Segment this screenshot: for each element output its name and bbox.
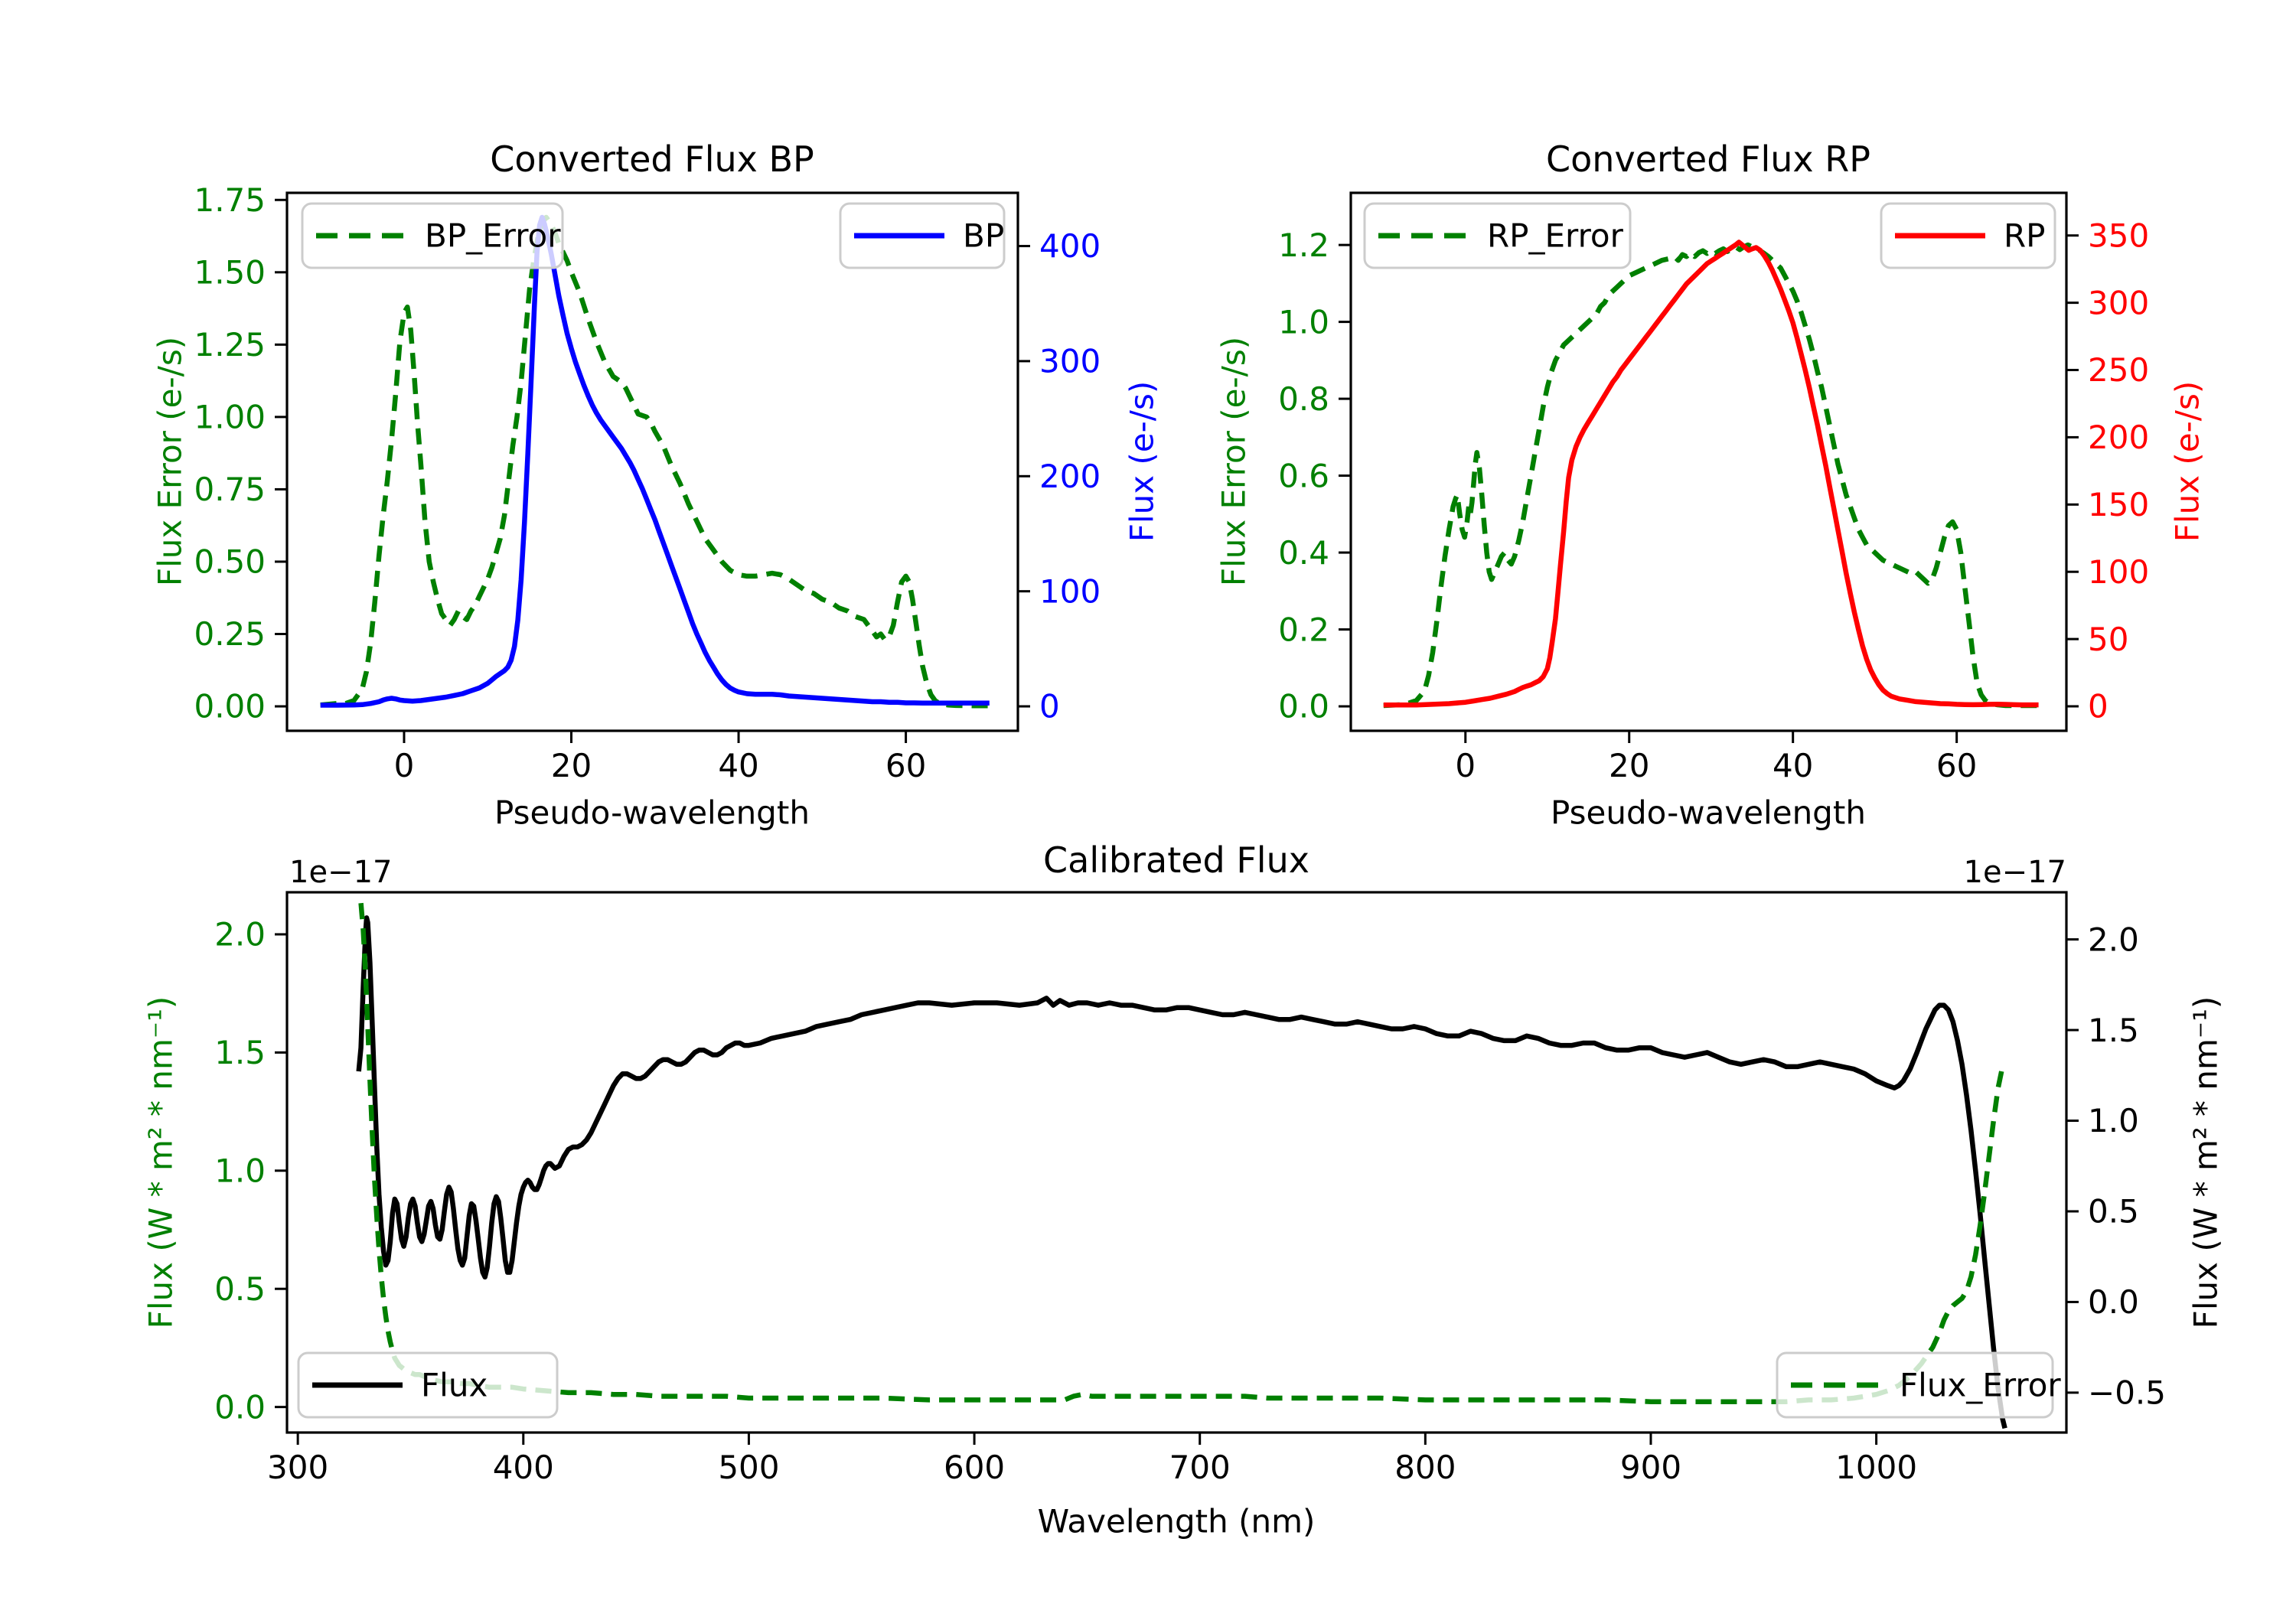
ylabel-calibrated-left: Flux (W * m² * nm⁻¹)	[142, 996, 180, 1329]
title-converted-flux-rp: Converted Flux RP	[1546, 139, 1870, 180]
bp-plot: 0 20 40 60 0.00 0.25 0.50 0.75 1.00 1.25 1.50 1.75 0…	[194, 181, 1101, 784]
y-left-tick-label: 1.2	[1278, 227, 1329, 264]
y-left-tick-label: 0.25	[194, 615, 266, 653]
xlabel-calibrated: Wavelength (nm)	[1037, 1502, 1316, 1540]
title-calibrated-flux: Calibrated Flux	[1043, 839, 1309, 881]
x-tick-label: 20	[1609, 747, 1649, 784]
title-converted-flux-bp: Converted Flux BP	[490, 139, 814, 180]
x-tick-label: 0	[394, 747, 415, 784]
y-right-tick-label: 100	[1039, 572, 1101, 610]
x-tick-label: 300	[267, 1449, 328, 1486]
y-right-tick-label: 300	[1039, 343, 1101, 380]
y-left-tick-label: 0.0	[1278, 688, 1329, 725]
y-left-tick-label: 1.5	[214, 1034, 266, 1071]
x-tick-label: 60	[1936, 747, 1977, 784]
y-left-tick-label: 0.4	[1278, 534, 1329, 572]
legend-label: BP	[963, 217, 1004, 255]
legend-box	[301, 202, 564, 269]
x-tick-label: 600	[944, 1449, 1005, 1486]
legend-label: RP_Error	[1487, 217, 1624, 255]
axes-frame	[285, 891, 2068, 1434]
flux-error-curve	[358, 902, 2005, 1404]
x-tick-label: 20	[551, 747, 592, 784]
y-left-tick-label: 0.50	[194, 543, 266, 581]
x-tick-label: 800	[1394, 1449, 1456, 1486]
x-tick-label: 1000	[1835, 1449, 1917, 1486]
y-right-tick-label: 2.0	[2088, 921, 2139, 958]
y-right-tick-label: 350	[2088, 217, 2149, 254]
ylabel-bp-right: Flux (e-/s)	[1123, 380, 1161, 543]
y-left-tick-label: 1.00	[194, 399, 266, 436]
y-left-tick-label: 1.50	[194, 254, 266, 292]
bp-curve	[320, 214, 990, 708]
y-left-tick-label: 1.25	[194, 326, 266, 363]
xlabel-rp: Pseudo-wavelength	[1551, 794, 1866, 832]
legend-label: RP	[2004, 217, 2046, 255]
rp-plot: 0 20 40 60 0.0 0.2 0.4 0.6 0.8 1.0 1.2 0 50 100 150 200…	[1278, 191, 2149, 784]
bp-error-curve	[320, 214, 990, 709]
y-right-tick-label: 200	[1039, 458, 1101, 495]
legend-label: Flux	[421, 1367, 488, 1404]
y-right-tick-label: −0.5	[2088, 1374, 2166, 1412]
y-left-tick-label: 1.0	[214, 1152, 266, 1190]
y-right-tick-label: 50	[2088, 621, 2128, 658]
x-tick-label: 60	[885, 747, 926, 784]
y-left-tick-label: 0.0	[214, 1388, 266, 1426]
flux-curve	[356, 915, 2007, 1429]
y-right-tick-label: 0	[2088, 688, 2108, 725]
y-right-tick-label: 400	[1039, 227, 1101, 265]
y-left-tick-label: 0.8	[1278, 380, 1329, 418]
axes-frame	[1349, 191, 2068, 732]
legend-label: Flux_Error	[1900, 1367, 2061, 1404]
y-right-tick-label: 1.5	[2088, 1012, 2139, 1049]
y-right-tick-label: 100	[2088, 553, 2149, 591]
y-left-tick-label: 0.00	[194, 688, 266, 725]
x-tick-label: 40	[718, 747, 758, 784]
y-left-tick-label: 1.0	[1278, 303, 1329, 341]
y-right-tick-label: 0	[1039, 688, 1060, 725]
x-tick-label: 700	[1169, 1449, 1231, 1486]
ylabel-rp-left: Flux Error (e-/s)	[1215, 336, 1253, 587]
y-left-tick-label: 0.2	[1278, 611, 1329, 648]
x-tick-label: 500	[718, 1449, 779, 1486]
y-right-tick-label: 300	[2088, 284, 2149, 321]
y-left-tick-label: 1.75	[194, 181, 266, 219]
y-right-tick-label: 200	[2088, 419, 2149, 456]
y-right-tick-label: 0.5	[2088, 1193, 2139, 1231]
legend-box	[297, 1351, 559, 1419]
legend-box	[1776, 1351, 2054, 1419]
x-tick-label: 400	[493, 1449, 554, 1486]
y-right-tick-label: 250	[2088, 351, 2149, 389]
calibrated-plot: 300 400 500 600 700 800 900 1000 0.0 0.5 1.0 1.5 2.0…	[214, 891, 2166, 1486]
y-right-tick-label: 150	[2088, 486, 2149, 523]
y-right-tick-label: 0.0	[2088, 1283, 2139, 1321]
offset-text-right: 1e−17	[1963, 855, 2066, 890]
x-tick-label: 0	[1455, 747, 1476, 784]
x-tick-label: 900	[1620, 1449, 1681, 1486]
ylabel-calibrated-right: Flux (W * m² * nm⁻¹)	[2187, 996, 2225, 1329]
ylabel-rp-right: Flux (e-/s)	[2168, 380, 2206, 543]
y-left-tick-label: 2.0	[214, 916, 266, 953]
rp-curve	[1383, 240, 2039, 708]
rp-error-curve	[1383, 242, 2039, 709]
legend-label: BP_Error	[425, 217, 561, 255]
x-tick-label: 40	[1773, 747, 1813, 784]
axes-frame	[285, 191, 1019, 732]
y-left-tick-label: 0.6	[1278, 457, 1329, 494]
offset-text-left: 1e−17	[289, 855, 393, 890]
y-left-tick-label: 0.75	[194, 471, 266, 508]
legend-box	[1363, 202, 1632, 269]
y-right-tick-label: 1.0	[2088, 1102, 2139, 1139]
y-left-tick-label: 0.5	[214, 1270, 266, 1308]
ylabel-bp-left: Flux Error (e-/s)	[151, 336, 189, 587]
xlabel-bp: Pseudo-wavelength	[494, 794, 810, 832]
